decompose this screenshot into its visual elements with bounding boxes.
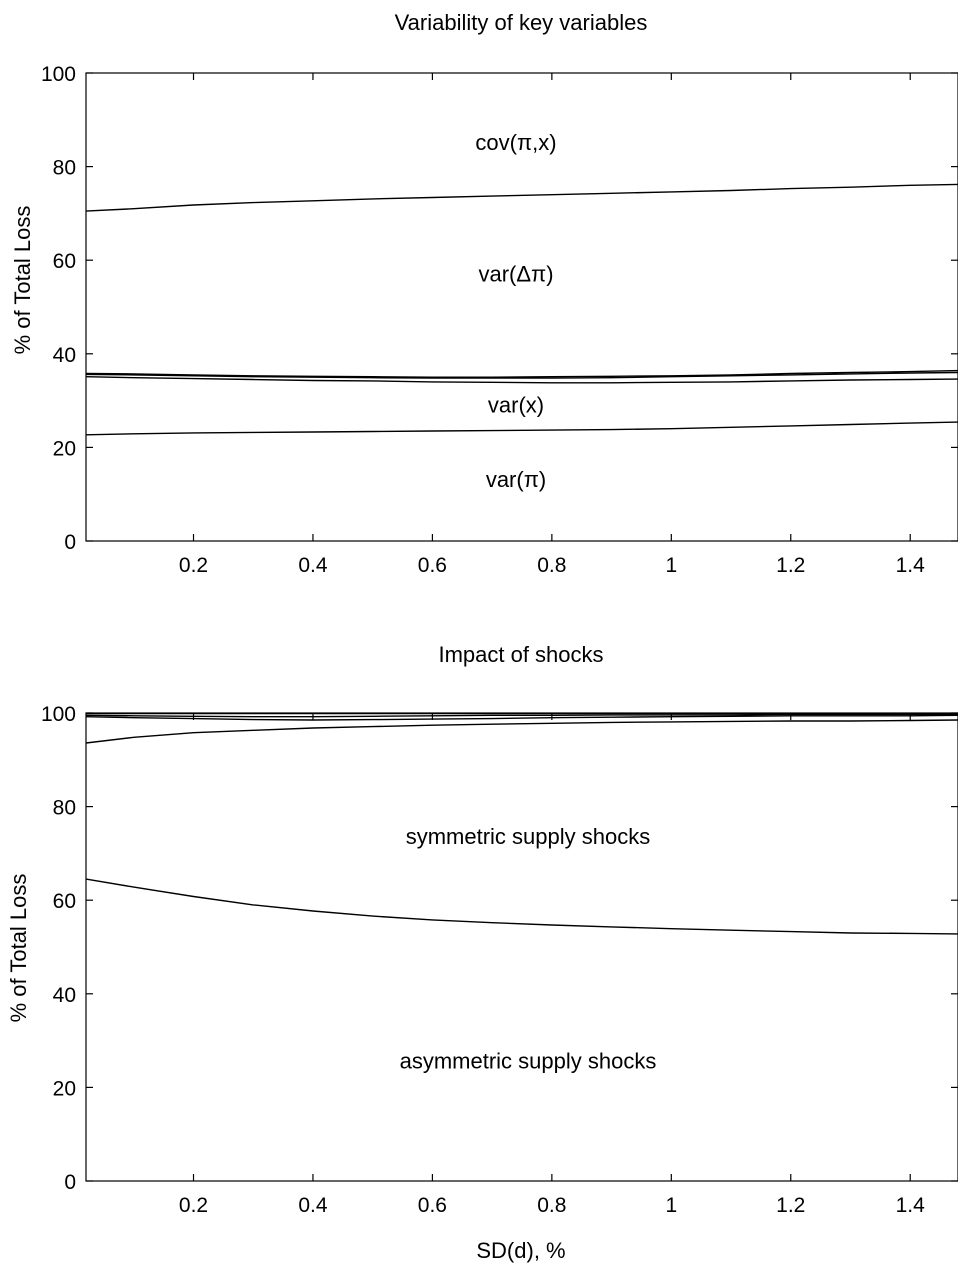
- x-tick-label: 0.4: [298, 1194, 328, 1217]
- x-tick-label: 1.2: [776, 1194, 805, 1217]
- boundary-line-3: [85, 371, 958, 379]
- x-tick-label: 0.6: [418, 1194, 447, 1217]
- curve-layer: [85, 183, 958, 436]
- plot-frame: [85, 72, 958, 542]
- x-tick-label: 1.4: [896, 554, 926, 577]
- x-tick-label: 0.8: [537, 1194, 566, 1217]
- region-label: var(π): [486, 467, 546, 492]
- x-axis-label: SD(d), %: [476, 1238, 565, 1263]
- boundary-line-4: [85, 713, 958, 718]
- boundary-line-1: [85, 878, 958, 935]
- x-tick-label: 1.2: [776, 554, 805, 577]
- boundary-line-2: [85, 376, 958, 384]
- x-tick-label: 1: [665, 554, 677, 577]
- y-tick-label: 40: [53, 344, 76, 367]
- region-label: asymmetric supply shocks: [400, 1049, 657, 1074]
- tick-layer: 0.2 0.4 0.6 0.8 1 1.2 1.4 0 20 40 60 80 100: [41, 63, 958, 577]
- boundary-line-1: [85, 421, 958, 436]
- x-tick-label: 1: [665, 1194, 677, 1217]
- tick-layer: 0.2 0.4 0.6 0.8 1 1.2 1.4 0 20 40 60 80 100: [41, 703, 958, 1217]
- y-tick-label: 40: [53, 984, 76, 1007]
- panel-impact-of-shocks: Impact of shocks % of Total Loss SD(d), …: [6, 642, 958, 1263]
- region-label-layer: symmetric supply shocks asymmetric supply…: [400, 824, 657, 1074]
- x-tick-label: 0.8: [537, 554, 566, 577]
- y-tick-label: 20: [53, 1077, 76, 1100]
- y-tick-label: 100: [41, 703, 76, 726]
- plot-frame: [85, 712, 958, 1182]
- y-axis-label: % of Total Loss: [6, 874, 31, 1023]
- y-tick-label: 0: [64, 531, 76, 554]
- region-label-layer: cov(π,x) var(Δπ) var(x) var(π): [475, 130, 556, 492]
- curve-layer: [85, 712, 958, 935]
- y-tick-label: 100: [41, 63, 76, 86]
- y-tick-label: 60: [53, 250, 76, 273]
- y-tick-label: 80: [53, 157, 76, 180]
- x-tick-label: 0.6: [418, 554, 447, 577]
- y-tick-label: 20: [53, 437, 76, 460]
- chart-title: Impact of shocks: [438, 642, 603, 667]
- y-axis-label: % of Total Loss: [10, 206, 35, 355]
- x-tick-label: 0.2: [179, 554, 208, 577]
- x-tick-label: 1.4: [896, 1194, 926, 1217]
- region-label: var(x): [488, 392, 544, 417]
- boundary-line-5: [85, 183, 958, 212]
- boundary-line-2: [85, 719, 958, 744]
- y-tick-label: 60: [53, 890, 76, 913]
- region-label: cov(π,x): [475, 130, 556, 155]
- x-tick-label: 0.2: [179, 1194, 208, 1217]
- region-label: symmetric supply shocks: [406, 824, 651, 849]
- region-label: var(Δπ): [478, 261, 553, 286]
- boundary-line-3: [85, 714, 958, 721]
- y-tick-label: 0: [64, 1171, 76, 1194]
- chart-title: Variability of key variables: [395, 10, 648, 35]
- y-tick-label: 80: [53, 797, 76, 820]
- boundary-line-4: [85, 369, 958, 378]
- panel-variability: Variability of key variables % of Total …: [10, 10, 958, 577]
- x-tick-label: 0.4: [298, 554, 328, 577]
